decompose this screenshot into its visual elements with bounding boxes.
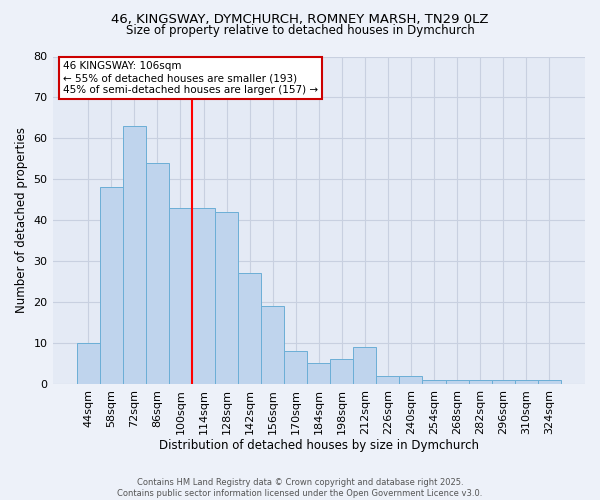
X-axis label: Distribution of detached houses by size in Dymchurch: Distribution of detached houses by size … — [159, 440, 479, 452]
Text: 46 KINGSWAY: 106sqm
← 55% of detached houses are smaller (193)
45% of semi-detac: 46 KINGSWAY: 106sqm ← 55% of detached ho… — [63, 62, 319, 94]
Text: Contains HM Land Registry data © Crown copyright and database right 2025.
Contai: Contains HM Land Registry data © Crown c… — [118, 478, 482, 498]
Text: Size of property relative to detached houses in Dymchurch: Size of property relative to detached ho… — [125, 24, 475, 37]
Bar — [538, 380, 561, 384]
Bar — [446, 380, 469, 384]
Bar — [469, 380, 491, 384]
Bar — [261, 306, 284, 384]
Bar — [77, 343, 100, 384]
Bar — [192, 208, 215, 384]
Bar — [353, 347, 376, 384]
Bar — [146, 163, 169, 384]
Bar — [284, 351, 307, 384]
Bar — [400, 376, 422, 384]
Y-axis label: Number of detached properties: Number of detached properties — [15, 127, 28, 313]
Bar — [330, 360, 353, 384]
Bar — [491, 380, 515, 384]
Text: 46, KINGSWAY, DYMCHURCH, ROMNEY MARSH, TN29 0LZ: 46, KINGSWAY, DYMCHURCH, ROMNEY MARSH, T… — [111, 12, 489, 26]
Bar — [238, 274, 261, 384]
Bar — [215, 212, 238, 384]
Bar — [123, 126, 146, 384]
Bar — [307, 364, 330, 384]
Bar — [100, 188, 123, 384]
Bar — [376, 376, 400, 384]
Bar — [169, 208, 192, 384]
Bar — [422, 380, 446, 384]
Bar — [515, 380, 538, 384]
